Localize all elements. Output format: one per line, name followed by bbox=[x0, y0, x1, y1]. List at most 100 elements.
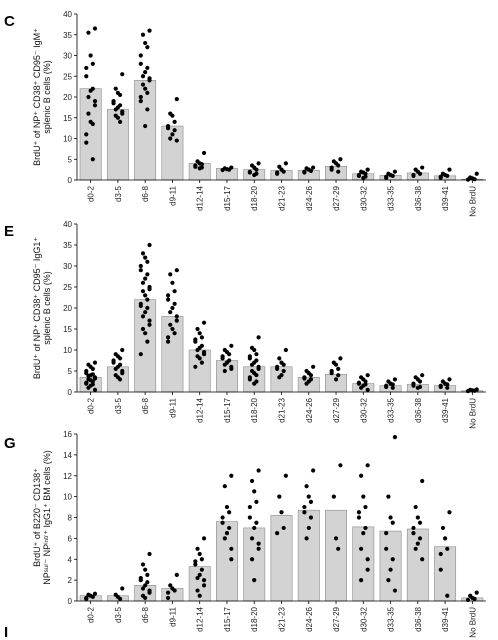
next-panel-letter: I bbox=[4, 624, 8, 640]
bar bbox=[434, 385, 457, 393]
data-point bbox=[193, 364, 198, 369]
x-tick-label: d6-8 bbox=[141, 185, 150, 202]
data-point bbox=[84, 74, 89, 79]
data-point bbox=[331, 494, 336, 499]
data-point bbox=[147, 322, 152, 327]
data-point bbox=[338, 157, 343, 162]
panel-letter: C bbox=[4, 13, 15, 30]
x-tick-label: d27-29 bbox=[332, 606, 341, 631]
bar bbox=[243, 366, 266, 393]
data-point bbox=[229, 366, 234, 371]
data-point bbox=[92, 376, 98, 381]
data-point bbox=[117, 596, 123, 602]
data-point bbox=[311, 165, 316, 170]
data-point bbox=[363, 379, 368, 384]
y-tick-label: 40 bbox=[63, 220, 72, 229]
data-point bbox=[279, 510, 284, 515]
data-point bbox=[140, 586, 146, 591]
data-point bbox=[197, 331, 202, 336]
data-point bbox=[336, 373, 341, 378]
y-tick-label: 10 bbox=[63, 493, 72, 502]
data-point bbox=[281, 362, 286, 367]
data-point bbox=[256, 546, 261, 551]
data-point bbox=[197, 572, 202, 578]
y-tick-label: 15 bbox=[63, 325, 72, 334]
data-point bbox=[90, 121, 95, 127]
y-tick-label: 10 bbox=[63, 135, 72, 144]
x-tick-label: d15-17 bbox=[223, 185, 232, 210]
x-tick-label: No BrdU bbox=[468, 398, 477, 429]
data-point bbox=[92, 26, 98, 31]
data-point bbox=[170, 113, 175, 118]
data-point bbox=[390, 173, 395, 178]
data-point bbox=[275, 531, 280, 536]
data-point bbox=[472, 596, 477, 602]
x-tick-label: d12-14 bbox=[196, 397, 205, 422]
data-point bbox=[256, 541, 261, 546]
data-point bbox=[113, 86, 118, 91]
data-point bbox=[140, 326, 146, 332]
data-point bbox=[336, 546, 341, 551]
y-tick-label: 30 bbox=[63, 52, 72, 61]
data-point bbox=[333, 536, 339, 541]
data-point bbox=[140, 251, 146, 256]
x-tick-label: d9-11 bbox=[168, 397, 177, 417]
data-point bbox=[174, 268, 179, 273]
y-tick-label: 35 bbox=[63, 241, 72, 250]
data-point bbox=[356, 515, 362, 520]
data-point bbox=[308, 499, 314, 504]
bar bbox=[379, 385, 402, 393]
data-point bbox=[438, 384, 443, 390]
data-point bbox=[440, 525, 446, 531]
data-point bbox=[247, 356, 252, 361]
data-point bbox=[170, 305, 175, 311]
data-point bbox=[165, 293, 171, 298]
x-tick-label: d27-29 bbox=[332, 185, 341, 210]
data-point bbox=[413, 504, 418, 510]
data-point bbox=[86, 30, 91, 35]
data-point bbox=[86, 111, 91, 116]
y-axis-label-line: splenic B cells (%) bbox=[42, 60, 52, 134]
data-point bbox=[308, 373, 314, 378]
data-point bbox=[172, 588, 177, 593]
data-point bbox=[168, 272, 173, 277]
x-tick-label: d36-38 bbox=[414, 185, 423, 210]
data-point bbox=[143, 276, 148, 281]
data-point bbox=[386, 578, 391, 583]
data-point bbox=[359, 473, 364, 478]
x-tick-label: d0-2 bbox=[87, 185, 96, 202]
data-point bbox=[201, 150, 207, 156]
data-point bbox=[92, 591, 98, 596]
data-point bbox=[304, 536, 309, 541]
bar bbox=[188, 349, 211, 393]
x-tick-label: d33-35 bbox=[387, 397, 396, 422]
data-point bbox=[472, 177, 477, 182]
x-tick-label: d3-5 bbox=[114, 185, 123, 202]
data-point bbox=[411, 173, 416, 178]
data-point bbox=[333, 377, 339, 382]
data-point bbox=[165, 297, 171, 302]
bar bbox=[325, 509, 347, 602]
data-point bbox=[140, 74, 146, 79]
data-point bbox=[195, 546, 200, 551]
data-point bbox=[333, 362, 339, 367]
data-point bbox=[140, 314, 146, 319]
data-point bbox=[365, 167, 370, 172]
bar bbox=[188, 163, 211, 181]
x-tick-label: d33-35 bbox=[387, 185, 396, 210]
data-point bbox=[195, 347, 200, 353]
data-point bbox=[445, 382, 450, 387]
x-tick-label: d21-23 bbox=[278, 397, 287, 422]
data-point bbox=[447, 377, 452, 382]
x-tick-label: d39-41 bbox=[441, 185, 450, 210]
data-point bbox=[117, 92, 123, 98]
data-point bbox=[195, 575, 200, 581]
data-point bbox=[256, 161, 261, 166]
data-point bbox=[145, 259, 150, 264]
data-point bbox=[361, 531, 366, 536]
data-point bbox=[222, 484, 227, 489]
data-point bbox=[84, 132, 89, 137]
data-point bbox=[252, 347, 257, 353]
y-tick-label: 25 bbox=[63, 72, 72, 81]
data-point bbox=[363, 504, 368, 510]
